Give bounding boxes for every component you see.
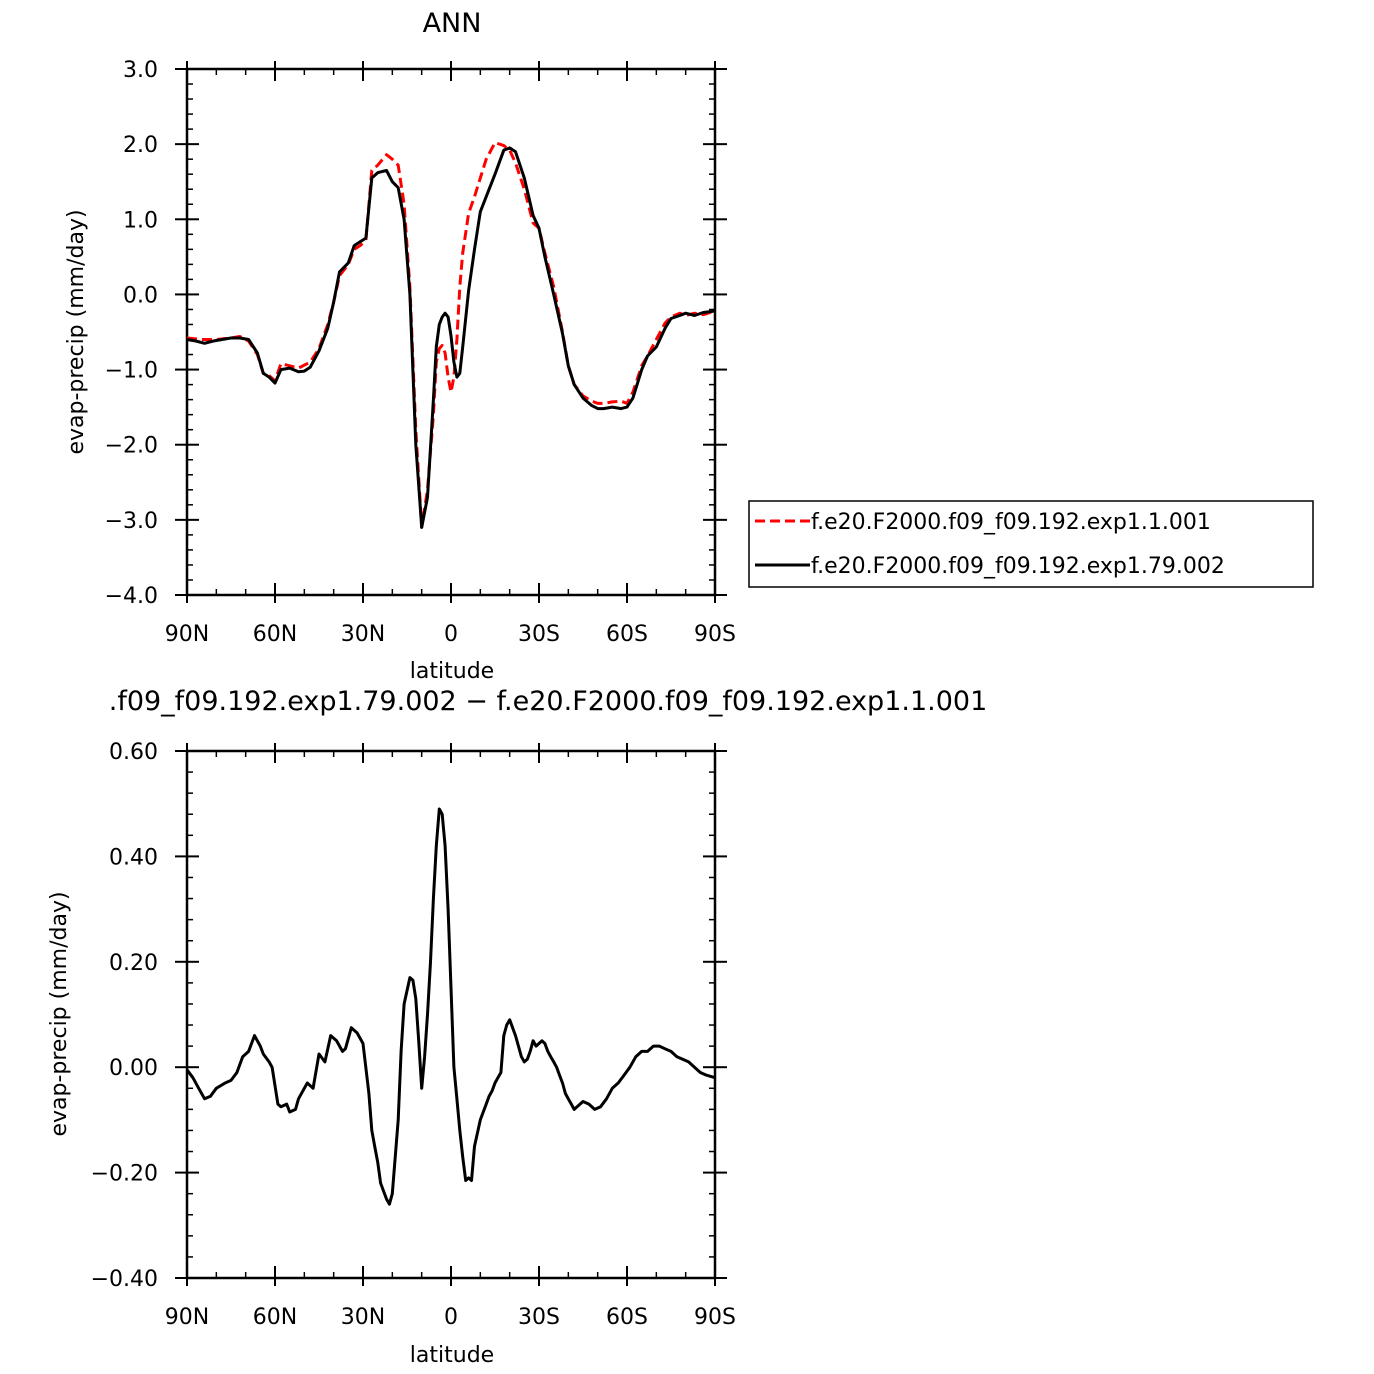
bottom-x-tick-label: 0	[444, 1305, 458, 1330]
top-y-tick-label: −1.0	[105, 359, 158, 384]
bottom-y-tick-label: 0.20	[109, 951, 158, 976]
bottom-axis-ticks: 90N 60N 30N 0 30S 60S 90S −0.40 −0.20 0.00 0.20 0.4…	[91, 740, 736, 1330]
bottom-y-tick-label: −0.40	[91, 1267, 158, 1292]
top-x-tick-label: 60S	[606, 622, 648, 647]
bottom-chart-title: .f09_f09.192.exp1.79.002 − f.e20.F2000.f…	[109, 686, 988, 717]
bottom-x-tick-label: 30S	[518, 1305, 560, 1330]
top-chart-title: ANN	[423, 8, 482, 39]
top-y-tick-label: −2.0	[105, 434, 158, 459]
top-panel: ANN 90N 60N 30N 0 30S 60S 90S −4.0 −3.0 −2.0 −1.0 0…	[64, 8, 736, 684]
top-x-tick-label: 30N	[341, 622, 385, 647]
top-y-tick-label: 3.0	[123, 58, 158, 83]
bottom-y-tick-label: 0.60	[109, 740, 158, 765]
top-x-tick-label: 90S	[694, 622, 736, 647]
legend-label-2: f.e20.F2000.f09_f09.192.exp1.79.002	[811, 554, 1225, 579]
bottom-series-line-1	[185, 807, 716, 1206]
top-x-tick-label: 60N	[253, 622, 297, 647]
bottom-x-tick-label: 90N	[165, 1305, 209, 1330]
top-series-line-2	[186, 146, 716, 529]
top-x-tick-label: 0	[444, 622, 458, 647]
top-y-axis-label: evap-precip (mm/day)	[64, 209, 89, 454]
bottom-y-tick-label: 0.00	[109, 1056, 158, 1081]
top-y-tick-label: −3.0	[105, 509, 158, 534]
bottom-series-group	[185, 807, 716, 1206]
legend-box	[748, 500, 1314, 588]
bottom-x-tick-label: 30N	[341, 1305, 385, 1330]
bottom-x-tick-label: 60N	[253, 1305, 297, 1330]
bottom-y-tick-label: 0.40	[109, 845, 158, 870]
bottom-x-tick-label: 90S	[694, 1305, 736, 1330]
top-y-tick-label: 0.0	[123, 283, 158, 308]
top-x-axis-label: latitude	[410, 659, 494, 684]
top-x-tick-label: 30S	[518, 622, 560, 647]
bottom-x-tick-label: 60S	[606, 1305, 648, 1330]
top-series-group	[186, 141, 716, 529]
legend-label-1: f.e20.F2000.f09_f09.192.exp1.1.001	[811, 510, 1211, 535]
top-x-tick-label: 90N	[165, 622, 209, 647]
bottom-x-axis-label: latitude	[410, 1343, 494, 1368]
bottom-y-axis-label: evap-precip (mm/day)	[47, 891, 72, 1136]
top-y-tick-label: −4.0	[105, 584, 158, 609]
top-y-tick-label: 2.0	[123, 133, 158, 158]
legend: f.e20.F2000.f09_f09.192.exp1.1.001 f.e20…	[748, 500, 1314, 588]
top-series-line-1	[186, 141, 716, 529]
top-axis-ticks: 90N 60N 30N 0 30S 60S 90S −4.0 −3.0 −2.0 −1.0 0.0 1.…	[105, 58, 736, 647]
bottom-y-tick-label: −0.20	[91, 1162, 158, 1187]
top-y-tick-label: 1.0	[123, 208, 158, 233]
bottom-panel: .f09_f09.192.exp1.79.002 − f.e20.F2000.f…	[47, 686, 987, 1368]
